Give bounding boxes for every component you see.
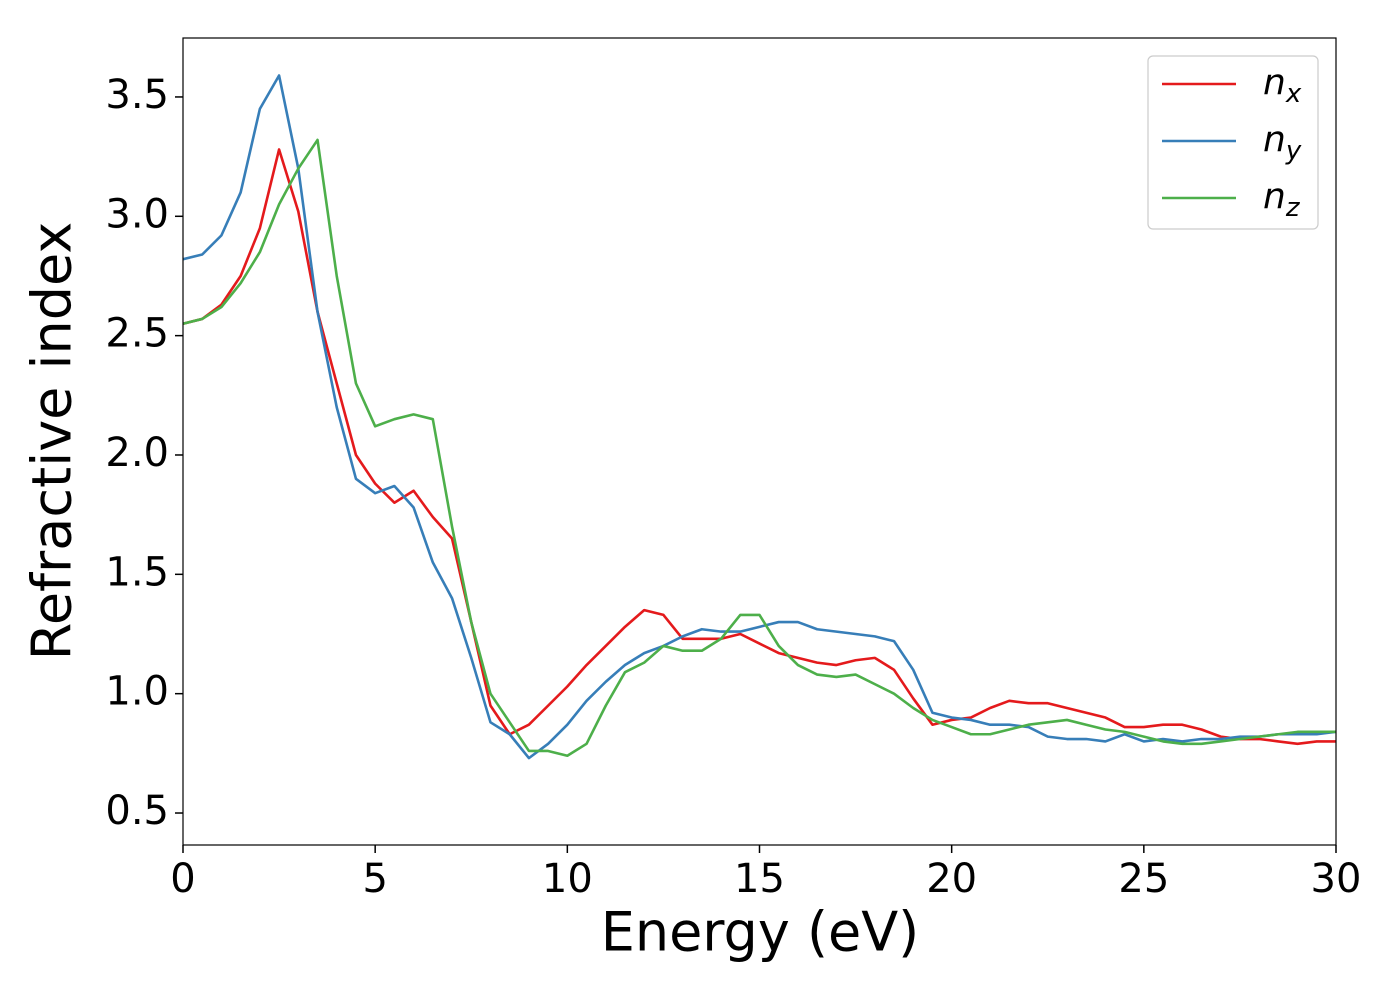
y-tick-label: 1.5 (105, 549, 169, 595)
x-tick-label: 10 (542, 856, 593, 902)
y-tick-label: 2.5 (105, 311, 169, 357)
legend-label: nz (1263, 176, 1301, 223)
y-tick-label: 1.0 (105, 669, 169, 715)
series-line (183, 148, 1336, 746)
legend-box (1147, 55, 1319, 230)
x-tick-label: 20 (926, 856, 977, 902)
y-tick-label: 0.5 (105, 788, 169, 834)
y-tick-label: 3.0 (105, 191, 169, 237)
y-axis-label: Refractive index (21, 222, 84, 661)
x-tick-label: 25 (1118, 856, 1169, 902)
series-line (183, 74, 1336, 760)
plot-frame (182, 37, 1337, 846)
x-tick-label: 5 (362, 856, 387, 902)
series-line (183, 138, 1336, 758)
x-axis-label: Energy (eV) (601, 901, 920, 964)
x-tick-label: 15 (734, 856, 785, 902)
legend-label: nx (1263, 62, 1302, 109)
x-tick-label: 30 (1311, 856, 1362, 902)
x-tick-label: 0 (170, 856, 195, 902)
y-tick-label: 2.0 (105, 430, 169, 476)
y-tick-label: 3.5 (105, 72, 169, 118)
legend-label: ny (1263, 119, 1302, 166)
